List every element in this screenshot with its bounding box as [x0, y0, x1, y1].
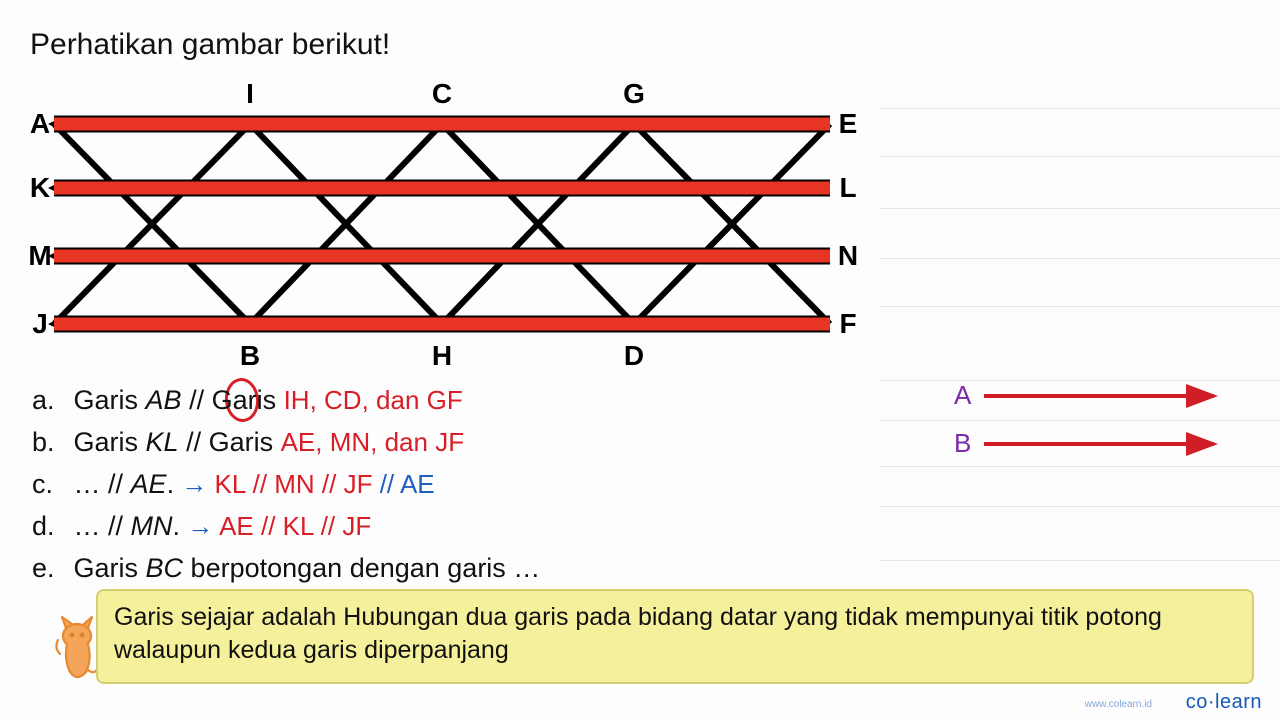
parallel-arrows-illustration: A B — [960, 378, 1240, 474]
point-label-B: B — [240, 340, 260, 372]
point-label-M: M — [28, 240, 51, 272]
point-label-J: J — [32, 308, 48, 340]
answer-c: c. … // AE. → KL // MN // JF // AE — [32, 464, 540, 504]
point-label-K: K — [30, 172, 50, 204]
arrow-label-b: B — [954, 428, 971, 459]
brand-url: www.colearn.id — [1085, 699, 1152, 710]
answer-list: a. Garis AB // Garis IH, CD, dan GF b. G… — [32, 380, 540, 590]
answer-a: a. Garis AB // Garis IH, CD, dan GF — [32, 380, 540, 420]
cat-mascot-icon — [52, 614, 100, 684]
point-label-H: H — [432, 340, 452, 372]
definition-box: Garis sejajar adalah Hubungan dua garis … — [96, 589, 1254, 685]
page-title: Perhatikan gambar berikut! — [30, 28, 390, 62]
answer-b: b. Garis KL // Garis AE, MN, dan JF — [32, 422, 540, 462]
point-label-E: E — [839, 108, 858, 140]
point-label-F: F — [839, 308, 856, 340]
point-label-G: G — [623, 78, 645, 110]
point-label-C: C — [432, 78, 452, 110]
point-label-A: A — [30, 108, 50, 140]
point-label-I: I — [246, 78, 254, 110]
answer-d: d. … // MN. → AE // KL // JF — [32, 506, 540, 546]
parallel-lines-diagram: A E K L M N J F I C G B H D — [30, 78, 860, 378]
point-label-N: N — [838, 240, 858, 272]
arrow-label-a: A — [954, 380, 971, 411]
point-label-D: D — [624, 340, 644, 372]
answer-e: e. Garis BC berpotongan dengan garis … — [32, 548, 540, 588]
point-label-L: L — [839, 172, 856, 204]
brand-logo: co·learn — [1186, 691, 1262, 714]
